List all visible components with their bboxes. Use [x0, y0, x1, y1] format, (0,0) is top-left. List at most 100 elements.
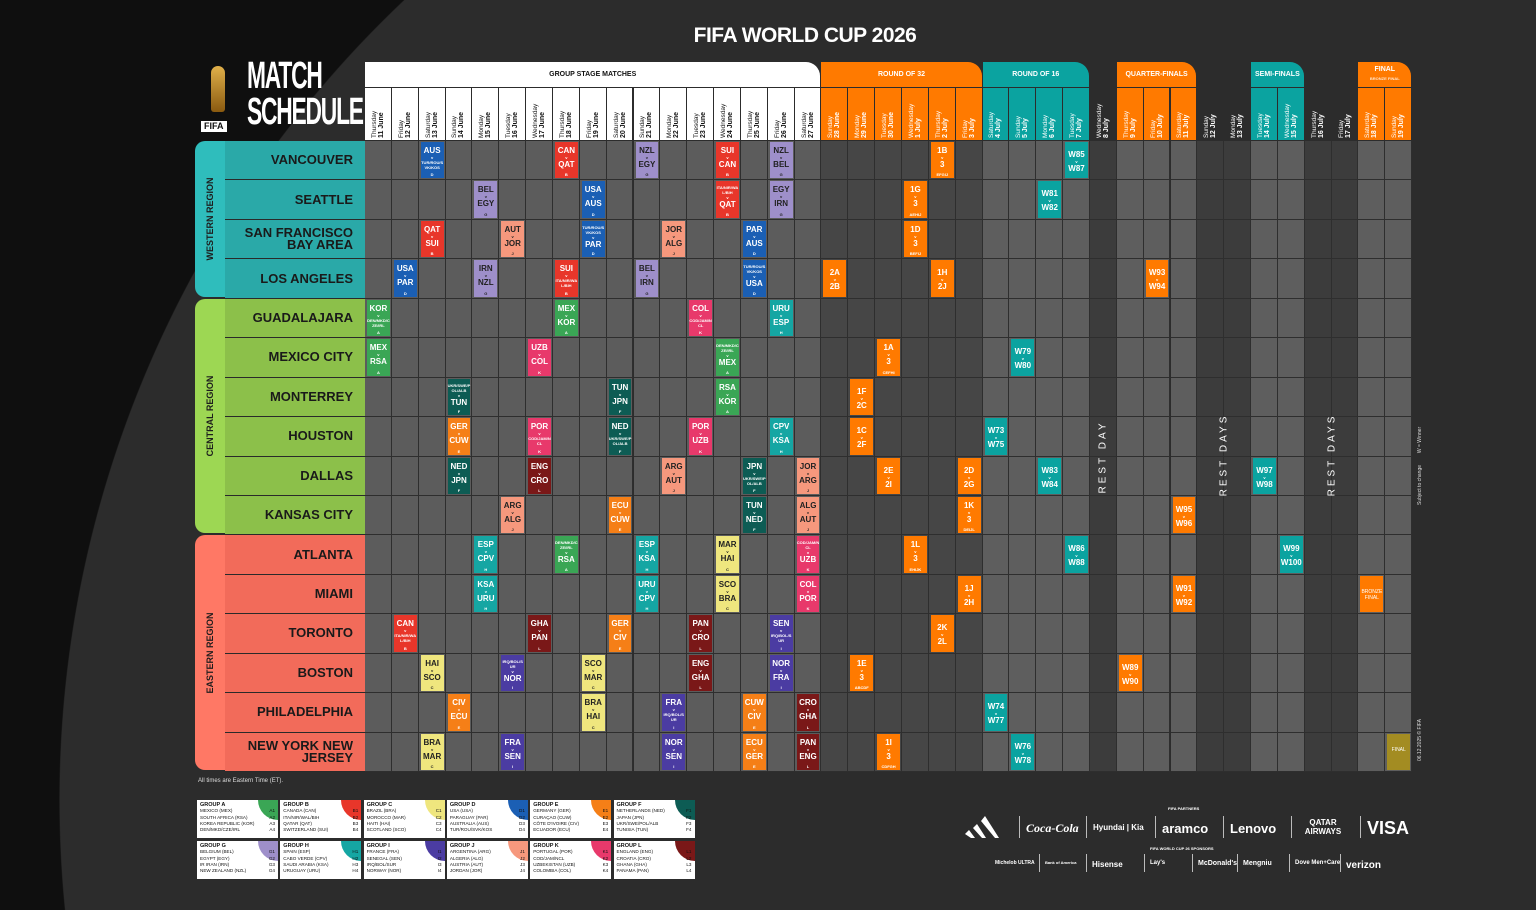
match-card[interactable]: W93 v W94: [1145, 260, 1169, 297]
match-card[interactable]: ENG v GHA L: [689, 654, 713, 692]
match-card[interactable]: EGY v IRN G: [769, 181, 793, 218]
match-card[interactable]: COL v COD/JAM/NCL K: [689, 299, 713, 337]
match-card[interactable]: ENG v CRO L: [528, 457, 551, 494]
match-card[interactable]: CIV v ECU E: [447, 694, 471, 731]
match-card[interactable]: 1D v 3 BEFIJ: [904, 220, 927, 258]
match-card[interactable]: SUI v CAN B: [716, 142, 739, 179]
match-card[interactable]: 2A v 2B: [823, 260, 847, 297]
match-card[interactable]: ITA/NIR/WAL/BIH v QAT B: [716, 181, 739, 218]
match-card[interactable]: W86 v W88: [1065, 536, 1088, 573]
match-card[interactable]: COL v POR K: [796, 575, 820, 613]
match-card[interactable]: NZL v EGY G: [635, 142, 659, 179]
match-card[interactable]: 2K v 2L: [930, 615, 954, 652]
match-card[interactable]: NED v JPN F: [447, 457, 471, 494]
match-card[interactable]: GER v CIV E: [608, 615, 632, 652]
match-card[interactable]: USA v AUS D: [581, 181, 605, 218]
match-card[interactable]: UZB v COL K: [528, 339, 551, 376]
match-card[interactable]: W99 v W100: [1279, 536, 1303, 573]
match-card[interactable]: 1C v 2F: [850, 418, 874, 455]
match-card[interactable]: 1H v 2J: [930, 260, 954, 297]
match-card[interactable]: W91 v W92: [1172, 575, 1196, 613]
match-card[interactable]: 1F v 2C: [850, 378, 874, 416]
match-card[interactable]: W97 v W98: [1253, 457, 1276, 494]
match-card[interactable]: MEX v RSA A: [367, 339, 390, 376]
match-card[interactable]: 1K v 3 DEIJL: [957, 496, 981, 534]
match-card[interactable]: 2D v 2G: [957, 457, 981, 494]
match-card[interactable]: 1G v 3 AEHIJ: [904, 181, 927, 218]
match-card[interactable]: W89 v W90: [1118, 654, 1142, 692]
match-card[interactable]: ALG v AUT J: [796, 496, 820, 534]
match-card[interactable]: PAN v CRO L: [689, 615, 713, 652]
match-card[interactable]: 1A v 3 CEFHI: [877, 339, 900, 376]
match-card[interactable]: TUN v JPN F: [608, 378, 632, 416]
match-card[interactable]: W79 v W80: [1011, 339, 1035, 376]
match-card[interactable]: BEL v IRN G: [635, 260, 659, 297]
match-card[interactable]: ARG v AUT J: [662, 457, 686, 494]
match-card[interactable]: SEN v IRQ/BOL/SUR I: [769, 615, 793, 652]
match-card[interactable]: USA v PAR D: [393, 260, 417, 297]
match-card[interactable]: ECU v GER E: [742, 733, 766, 771]
match-card[interactable]: URU v CPV H: [635, 575, 659, 613]
match-card[interactable]: W81 v W82: [1038, 181, 1062, 218]
match-card[interactable]: SUI v ITA/NIR/WAL/BIH B: [554, 260, 578, 297]
match-card[interactable]: UKR/SWE/POL/ALB v TUN F: [447, 378, 471, 416]
match-card[interactable]: 1L v 3 EHIJK: [904, 536, 927, 573]
match-card[interactable]: FRA v IRQ/BOL/SUR I: [662, 694, 686, 731]
match-card[interactable]: AUS v TUR/ROU/SVK/KOS D: [420, 142, 444, 179]
match-card[interactable]: ECU v CUW E: [608, 496, 632, 534]
match-card[interactable]: QAT v SUI B: [420, 220, 444, 258]
match-card[interactable]: CAN v QAT B: [554, 142, 578, 179]
match-card[interactable]: BEL v EGY G: [474, 181, 498, 218]
match-card[interactable]: COD/JAM/NCL v UZB K: [796, 536, 820, 573]
match-card[interactable]: ESP v CPV H: [474, 536, 498, 573]
match-card[interactable]: W95 v W96: [1172, 496, 1196, 534]
match-card[interactable]: URU v ESP H: [769, 299, 793, 337]
match-card[interactable]: W83 v W84: [1038, 457, 1062, 494]
match-card[interactable]: NOR v SEN I: [662, 733, 686, 771]
match-card[interactable]: IRN v NZL G: [474, 260, 498, 297]
match-card[interactable]: PAR v AUS D: [742, 220, 766, 258]
match-card[interactable]: SCO v BRA C: [716, 575, 739, 613]
match-card[interactable]: 1E v 3 ABCDF: [850, 654, 874, 692]
match-card[interactable]: BRA v MAR C: [420, 733, 444, 771]
match-card[interactable]: MEX v KOR A: [554, 299, 578, 337]
match-card[interactable]: IRQ/BOL/SUR v NOR I: [501, 654, 525, 692]
match-card[interactable]: BRA v HAI C: [581, 694, 605, 731]
match-card[interactable]: CAN v ITA/NIR/WAL/BIH B: [393, 615, 417, 652]
match-card[interactable]: MAR v HAI C: [716, 536, 739, 573]
match-card[interactable]: NZL v BEL G: [769, 142, 793, 179]
match-card[interactable]: W73 v W75: [984, 418, 1008, 455]
match-card[interactable]: 1I v 3 CDFGH: [877, 733, 900, 771]
match-card[interactable]: CUW v CIV E: [742, 694, 766, 731]
match-card[interactable]: BRONZE FINAL: [1360, 575, 1384, 613]
match-card[interactable]: JOR v ARG J: [796, 457, 820, 494]
match-card[interactable]: RSA v KOR A: [716, 378, 739, 416]
match-card[interactable]: W85 v W87: [1065, 142, 1088, 179]
match-card[interactable]: 1J v 2H: [957, 575, 981, 613]
match-card[interactable]: TUR/ROU/SVK/KOS v USA D: [742, 260, 766, 297]
match-card[interactable]: PAN v ENG L: [796, 733, 820, 771]
match-card[interactable]: W76 v W78: [1011, 733, 1035, 771]
match-card[interactable]: NED v UKR/SWE/POL/ALB F: [608, 418, 632, 455]
match-card[interactable]: GER v CUW E: [447, 418, 471, 455]
match-card[interactable]: KSA v URU H: [474, 575, 498, 613]
match-card[interactable]: GHA v PAN L: [528, 615, 551, 652]
match-card[interactable]: CRO v GHA L: [796, 694, 820, 731]
match-card[interactable]: DEN/MKD/CZE/IRL v MEX A: [716, 339, 739, 376]
match-card[interactable]: 2E v 2I: [877, 457, 900, 494]
match-card[interactable]: ARG v ALG J: [501, 496, 525, 534]
match-card[interactable]: FRA v SEN I: [501, 733, 525, 771]
match-card[interactable]: TUR/ROU/SVK/KOS v PAR D: [581, 220, 605, 258]
match-card[interactable]: NOR v FRA I: [769, 654, 793, 692]
match-card[interactable]: FINAL: [1387, 733, 1411, 771]
match-card[interactable]: SCO v MAR C: [581, 654, 605, 692]
match-card[interactable]: DEN/MKD/CZE/IRL v RSA A: [554, 536, 578, 573]
match-card[interactable]: KOR v DEN/MKD/CZE/IRL A: [367, 299, 390, 337]
match-card[interactable]: CPV v KSA H: [769, 418, 793, 455]
match-card[interactable]: POR v COD/JAM/NCL K: [528, 418, 551, 455]
match-card[interactable]: JOR v ALG J: [662, 220, 686, 258]
match-card[interactable]: HAI v SCO C: [420, 654, 444, 692]
match-card[interactable]: POR v UZB K: [689, 418, 713, 455]
match-card[interactable]: TUN v NED F: [742, 496, 766, 534]
match-card[interactable]: ESP v KSA H: [635, 536, 659, 573]
